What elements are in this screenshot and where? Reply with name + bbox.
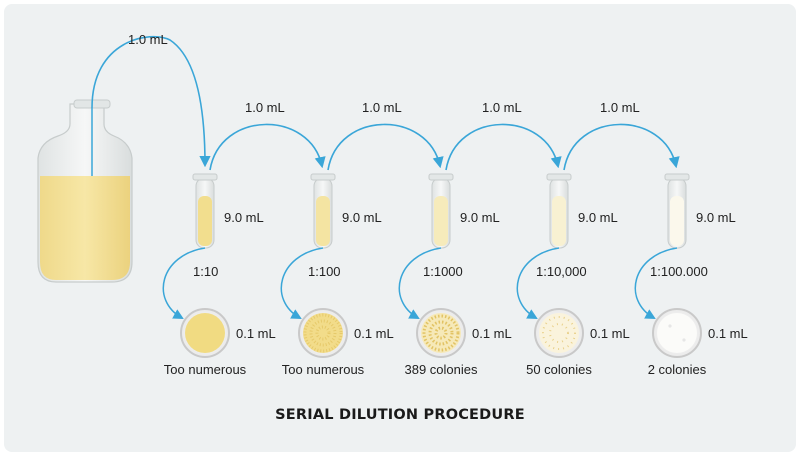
dilution-tube-2 bbox=[310, 173, 336, 249]
plating-arrows bbox=[162, 247, 678, 320]
dilution-label-4: 1:10,000 bbox=[536, 264, 587, 279]
transfer-arrows bbox=[209, 123, 680, 171]
tube-volume-1: 9.0 mL bbox=[224, 210, 264, 225]
transfer-arrow-3 bbox=[327, 123, 444, 171]
tube-volume-4: 9.0 mL bbox=[578, 210, 618, 225]
transfer-label-3: 1.0 mL bbox=[362, 100, 402, 115]
transfer-label-4: 1.0 mL bbox=[482, 100, 522, 115]
result-label-5: 2 colonies bbox=[648, 362, 707, 377]
plated-volume-1: 0.1 mL bbox=[236, 326, 276, 341]
agar-plate-2 bbox=[298, 308, 348, 358]
plated-volume-4: 0.1 mL bbox=[590, 326, 630, 341]
tube-volume-2: 9.0 mL bbox=[342, 210, 382, 225]
dilution-tube-1 bbox=[192, 173, 218, 249]
dilution-tube-4 bbox=[546, 173, 572, 249]
dilution-label-1: 1:10 bbox=[193, 264, 218, 279]
result-label-1: Too numerous bbox=[164, 362, 247, 377]
flask-transfer-arrow bbox=[91, 35, 211, 168]
plated-volume-2: 0.1 mL bbox=[354, 326, 394, 341]
flask-transfer-label: 1.0 mL bbox=[128, 32, 168, 47]
agar-plate-3 bbox=[416, 308, 466, 358]
result-label-2: Too numerous bbox=[282, 362, 365, 377]
agar-plate-4 bbox=[534, 308, 584, 358]
result-label-4: 50 colonies bbox=[526, 362, 592, 377]
result-label-3: 389 colonies bbox=[405, 362, 478, 377]
dilution-label-5: 1:100.000 bbox=[650, 264, 708, 279]
dilution-tube-3 bbox=[428, 173, 454, 249]
plated-volume-5: 0.1 mL bbox=[708, 326, 748, 341]
transfer-arrow-5 bbox=[563, 123, 680, 171]
dilution-label-3: 1:1000 bbox=[423, 264, 463, 279]
agar-plate-5 bbox=[652, 308, 702, 358]
tube-volume-3: 9.0 mL bbox=[460, 210, 500, 225]
culture-flask bbox=[37, 99, 133, 283]
diagram-background bbox=[4, 4, 796, 452]
agar-plate-1 bbox=[180, 308, 230, 358]
transfer-arrow-2 bbox=[209, 123, 326, 171]
dilution-label-2: 1:100 bbox=[308, 264, 341, 279]
transfer-label-2: 1.0 mL bbox=[245, 100, 285, 115]
transfer-arrow-4 bbox=[445, 123, 562, 171]
diagram-title: SERIAL DILUTION PROCEDURE bbox=[275, 407, 525, 423]
dilution-tube-5 bbox=[664, 173, 690, 249]
plated-volume-3: 0.1 mL bbox=[472, 326, 512, 341]
tube-volume-5: 9.0 mL bbox=[696, 210, 736, 225]
transfer-label-5: 1.0 mL bbox=[600, 100, 640, 115]
